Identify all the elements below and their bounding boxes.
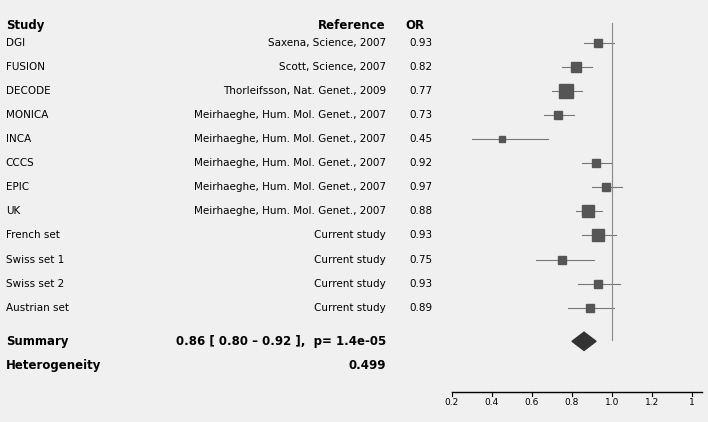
Text: Thorleifsson, Nat. Genet., 2009: Thorleifsson, Nat. Genet., 2009	[223, 86, 386, 96]
Text: CCCS: CCCS	[6, 158, 35, 168]
Text: Swiss set 1: Swiss set 1	[6, 254, 64, 265]
Text: FUSION: FUSION	[6, 62, 45, 72]
Text: 1.2: 1.2	[645, 398, 659, 407]
Text: Meirhaeghe, Hum. Mol. Genet., 2007: Meirhaeghe, Hum. Mol. Genet., 2007	[194, 158, 386, 168]
Text: 0.77: 0.77	[409, 86, 433, 96]
Text: Current study: Current study	[314, 254, 386, 265]
Text: 0.2: 0.2	[445, 398, 459, 407]
Text: Meirhaeghe, Hum. Mol. Genet., 2007: Meirhaeghe, Hum. Mol. Genet., 2007	[194, 110, 386, 120]
Text: Austrian set: Austrian set	[6, 303, 69, 313]
Text: Scott, Science, 2007: Scott, Science, 2007	[279, 62, 386, 72]
Text: MONICA: MONICA	[6, 110, 48, 120]
Text: 0.73: 0.73	[409, 110, 433, 120]
Text: DECODE: DECODE	[6, 86, 50, 96]
Text: 0.89: 0.89	[409, 303, 433, 313]
Text: Meirhaeghe, Hum. Mol. Genet., 2007: Meirhaeghe, Hum. Mol. Genet., 2007	[194, 134, 386, 144]
Text: 0.82: 0.82	[409, 62, 433, 72]
Text: Current study: Current study	[314, 230, 386, 241]
Text: 0.88: 0.88	[409, 206, 433, 216]
Text: Heterogeneity: Heterogeneity	[6, 359, 101, 372]
Text: 0.4: 0.4	[485, 398, 499, 407]
Text: 0.499: 0.499	[348, 359, 386, 372]
Text: OR: OR	[405, 19, 425, 32]
Text: Meirhaeghe, Hum. Mol. Genet., 2007: Meirhaeghe, Hum. Mol. Genet., 2007	[194, 206, 386, 216]
Text: 0.6: 0.6	[525, 398, 539, 407]
Text: Summary: Summary	[6, 335, 68, 348]
Text: 0.93: 0.93	[409, 38, 433, 48]
Polygon shape	[572, 332, 596, 350]
Text: EPIC: EPIC	[6, 182, 29, 192]
Text: 0.92: 0.92	[409, 158, 433, 168]
Text: Reference: Reference	[318, 19, 386, 32]
Text: Meirhaeghe, Hum. Mol. Genet., 2007: Meirhaeghe, Hum. Mol. Genet., 2007	[194, 182, 386, 192]
Text: Current study: Current study	[314, 303, 386, 313]
Text: 1.0: 1.0	[605, 398, 620, 407]
Text: 0.8: 0.8	[565, 398, 579, 407]
Text: 0.93: 0.93	[409, 279, 433, 289]
Text: 1: 1	[690, 398, 695, 407]
Text: UK: UK	[6, 206, 20, 216]
Text: 0.86 [ 0.80 – 0.92 ],  p= 1.4e-05: 0.86 [ 0.80 – 0.92 ], p= 1.4e-05	[176, 335, 386, 348]
Text: Current study: Current study	[314, 279, 386, 289]
Text: French set: French set	[6, 230, 59, 241]
Text: DGI: DGI	[6, 38, 25, 48]
Text: 0.93: 0.93	[409, 230, 433, 241]
Text: Swiss set 2: Swiss set 2	[6, 279, 64, 289]
Text: Study: Study	[6, 19, 44, 32]
Text: Saxena, Science, 2007: Saxena, Science, 2007	[268, 38, 386, 48]
Text: 0.45: 0.45	[409, 134, 433, 144]
Text: 0.75: 0.75	[409, 254, 433, 265]
Text: INCA: INCA	[6, 134, 31, 144]
Text: 0.97: 0.97	[409, 182, 433, 192]
